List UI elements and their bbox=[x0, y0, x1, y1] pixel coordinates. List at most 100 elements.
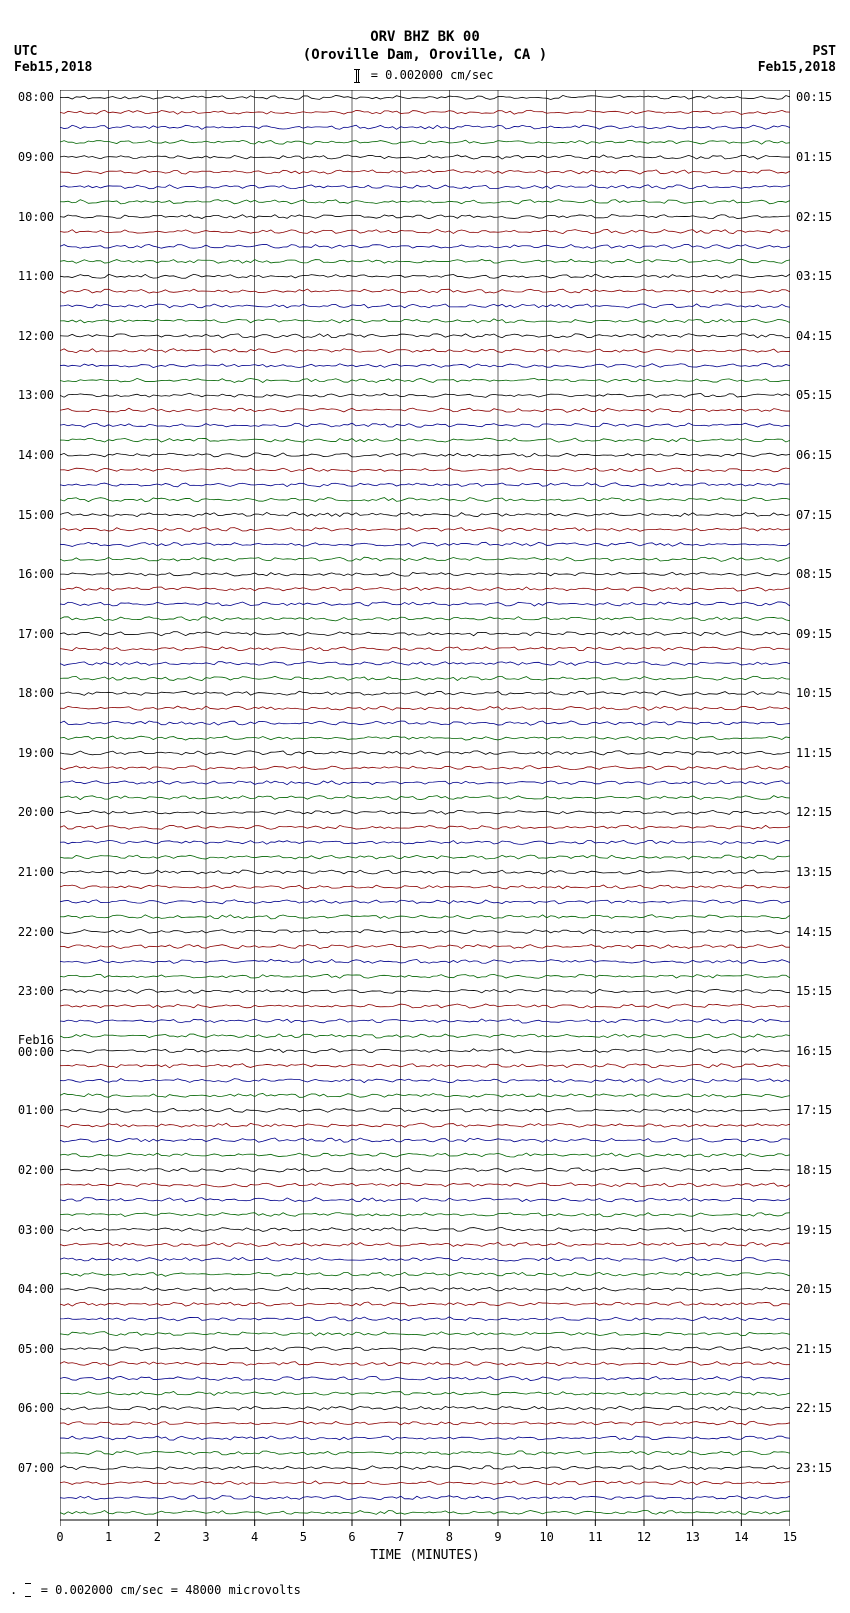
trace-row bbox=[60, 259, 790, 263]
trace-row bbox=[60, 840, 790, 844]
time-label: 05:15 bbox=[792, 389, 850, 401]
trace-row bbox=[60, 751, 790, 755]
trace-row bbox=[60, 1362, 790, 1366]
trace-row bbox=[60, 1004, 790, 1008]
time-label: 22:15 bbox=[792, 1402, 850, 1414]
trace-row bbox=[60, 1451, 790, 1455]
trace-row bbox=[60, 438, 790, 442]
time-label: 10:15 bbox=[792, 687, 850, 699]
time-label: 11:00 bbox=[0, 270, 58, 282]
trace-row bbox=[60, 1019, 790, 1023]
time-label: 22:00 bbox=[0, 926, 58, 938]
time-label: 20:00 bbox=[0, 806, 58, 818]
time-label: 04:00 bbox=[0, 1283, 58, 1295]
time-label: 18:00 bbox=[0, 687, 58, 699]
time-label: 09:00 bbox=[0, 151, 58, 163]
x-tick-label: 4 bbox=[251, 1530, 258, 1544]
trace-row bbox=[60, 1108, 790, 1112]
trace-row bbox=[60, 483, 790, 487]
trace-row bbox=[60, 215, 790, 219]
time-label: 03:15 bbox=[792, 270, 850, 282]
tz-right-date: Feb15,2018 bbox=[758, 60, 836, 76]
trace-row bbox=[60, 885, 790, 889]
trace-row bbox=[60, 1049, 790, 1053]
trace-row bbox=[60, 810, 790, 814]
trace-row bbox=[60, 1183, 790, 1187]
time-label: 21:15 bbox=[792, 1343, 850, 1355]
time-label: 14:00 bbox=[0, 449, 58, 461]
trace-row bbox=[60, 1064, 790, 1068]
trace-row bbox=[60, 1496, 790, 1500]
time-label: 13:15 bbox=[792, 866, 850, 878]
trace-row bbox=[60, 1510, 790, 1514]
trace-row bbox=[60, 155, 790, 159]
trace-row bbox=[60, 736, 790, 740]
trace-row bbox=[60, 349, 790, 353]
trace-row bbox=[60, 1376, 790, 1380]
trace-row bbox=[60, 825, 790, 829]
x-tick-label: 2 bbox=[154, 1530, 161, 1544]
x-tick-label: 1 bbox=[105, 1530, 112, 1544]
trace-row bbox=[60, 1391, 790, 1395]
time-label: 16:15 bbox=[792, 1045, 850, 1057]
tz-right-name: PST bbox=[758, 44, 836, 60]
trace-row bbox=[60, 1168, 790, 1172]
trace-row bbox=[60, 363, 790, 367]
time-label: 02:00 bbox=[0, 1164, 58, 1176]
trace-row bbox=[60, 1034, 790, 1038]
trace-row bbox=[60, 930, 790, 934]
trace-row bbox=[60, 95, 790, 99]
time-label: 10:00 bbox=[0, 211, 58, 223]
tz-left-name: UTC bbox=[14, 44, 92, 60]
trace-row bbox=[60, 1242, 790, 1246]
trace-row bbox=[60, 661, 790, 665]
trace-row bbox=[60, 1481, 790, 1485]
trace-row bbox=[60, 1406, 790, 1410]
x-tick-label: 7 bbox=[397, 1530, 404, 1544]
time-label: 12:00 bbox=[0, 330, 58, 342]
footer-bar-icon bbox=[28, 1583, 29, 1597]
trace-row bbox=[60, 468, 790, 472]
trace-row bbox=[60, 855, 790, 859]
trace-row bbox=[60, 453, 790, 457]
trace-row bbox=[60, 274, 790, 278]
trace-row bbox=[60, 1436, 790, 1440]
trace-row bbox=[60, 706, 790, 710]
trace-row bbox=[60, 1332, 790, 1336]
trace-row bbox=[60, 1228, 790, 1232]
scale-header: = 0.002000 cm/sec bbox=[0, 64, 850, 91]
time-label: 11:15 bbox=[792, 747, 850, 759]
x-tick-label: 15 bbox=[783, 1530, 797, 1544]
time-label: 04:15 bbox=[792, 330, 850, 342]
trace-row bbox=[60, 1079, 790, 1083]
trace-row bbox=[60, 587, 790, 591]
trace-row bbox=[60, 229, 790, 233]
trace-row bbox=[60, 691, 790, 695]
trace-row bbox=[60, 1287, 790, 1291]
trace-row bbox=[60, 1272, 790, 1276]
trace-row bbox=[60, 110, 790, 114]
trace-row bbox=[60, 602, 790, 606]
time-label: 08:15 bbox=[792, 568, 850, 580]
trace-row bbox=[60, 304, 790, 308]
trace-row bbox=[60, 334, 790, 338]
station-line: ORV BHZ BK 00 bbox=[0, 28, 850, 46]
footer-scale: . = 0.002000 cm/sec = 48000 microvolts bbox=[10, 1583, 301, 1598]
trace-row bbox=[60, 1257, 790, 1261]
trace-row bbox=[60, 1093, 790, 1097]
trace-row bbox=[60, 289, 790, 293]
time-label: 07:15 bbox=[792, 509, 850, 521]
left-time-labels: 08:0009:0010:0011:0012:0013:0014:0015:00… bbox=[0, 90, 58, 1520]
x-tick-label: 10 bbox=[539, 1530, 553, 1544]
trace-row bbox=[60, 185, 790, 189]
time-label: 17:00 bbox=[0, 628, 58, 640]
trace-row bbox=[60, 572, 790, 576]
time-label: 20:15 bbox=[792, 1283, 850, 1295]
time-label: 02:15 bbox=[792, 211, 850, 223]
x-tick-label: 0 bbox=[56, 1530, 63, 1544]
trace-row bbox=[60, 200, 790, 204]
trace-row bbox=[60, 959, 790, 963]
time-label: 13:00 bbox=[0, 389, 58, 401]
trace-row bbox=[60, 1302, 790, 1306]
trace-row bbox=[60, 542, 790, 546]
